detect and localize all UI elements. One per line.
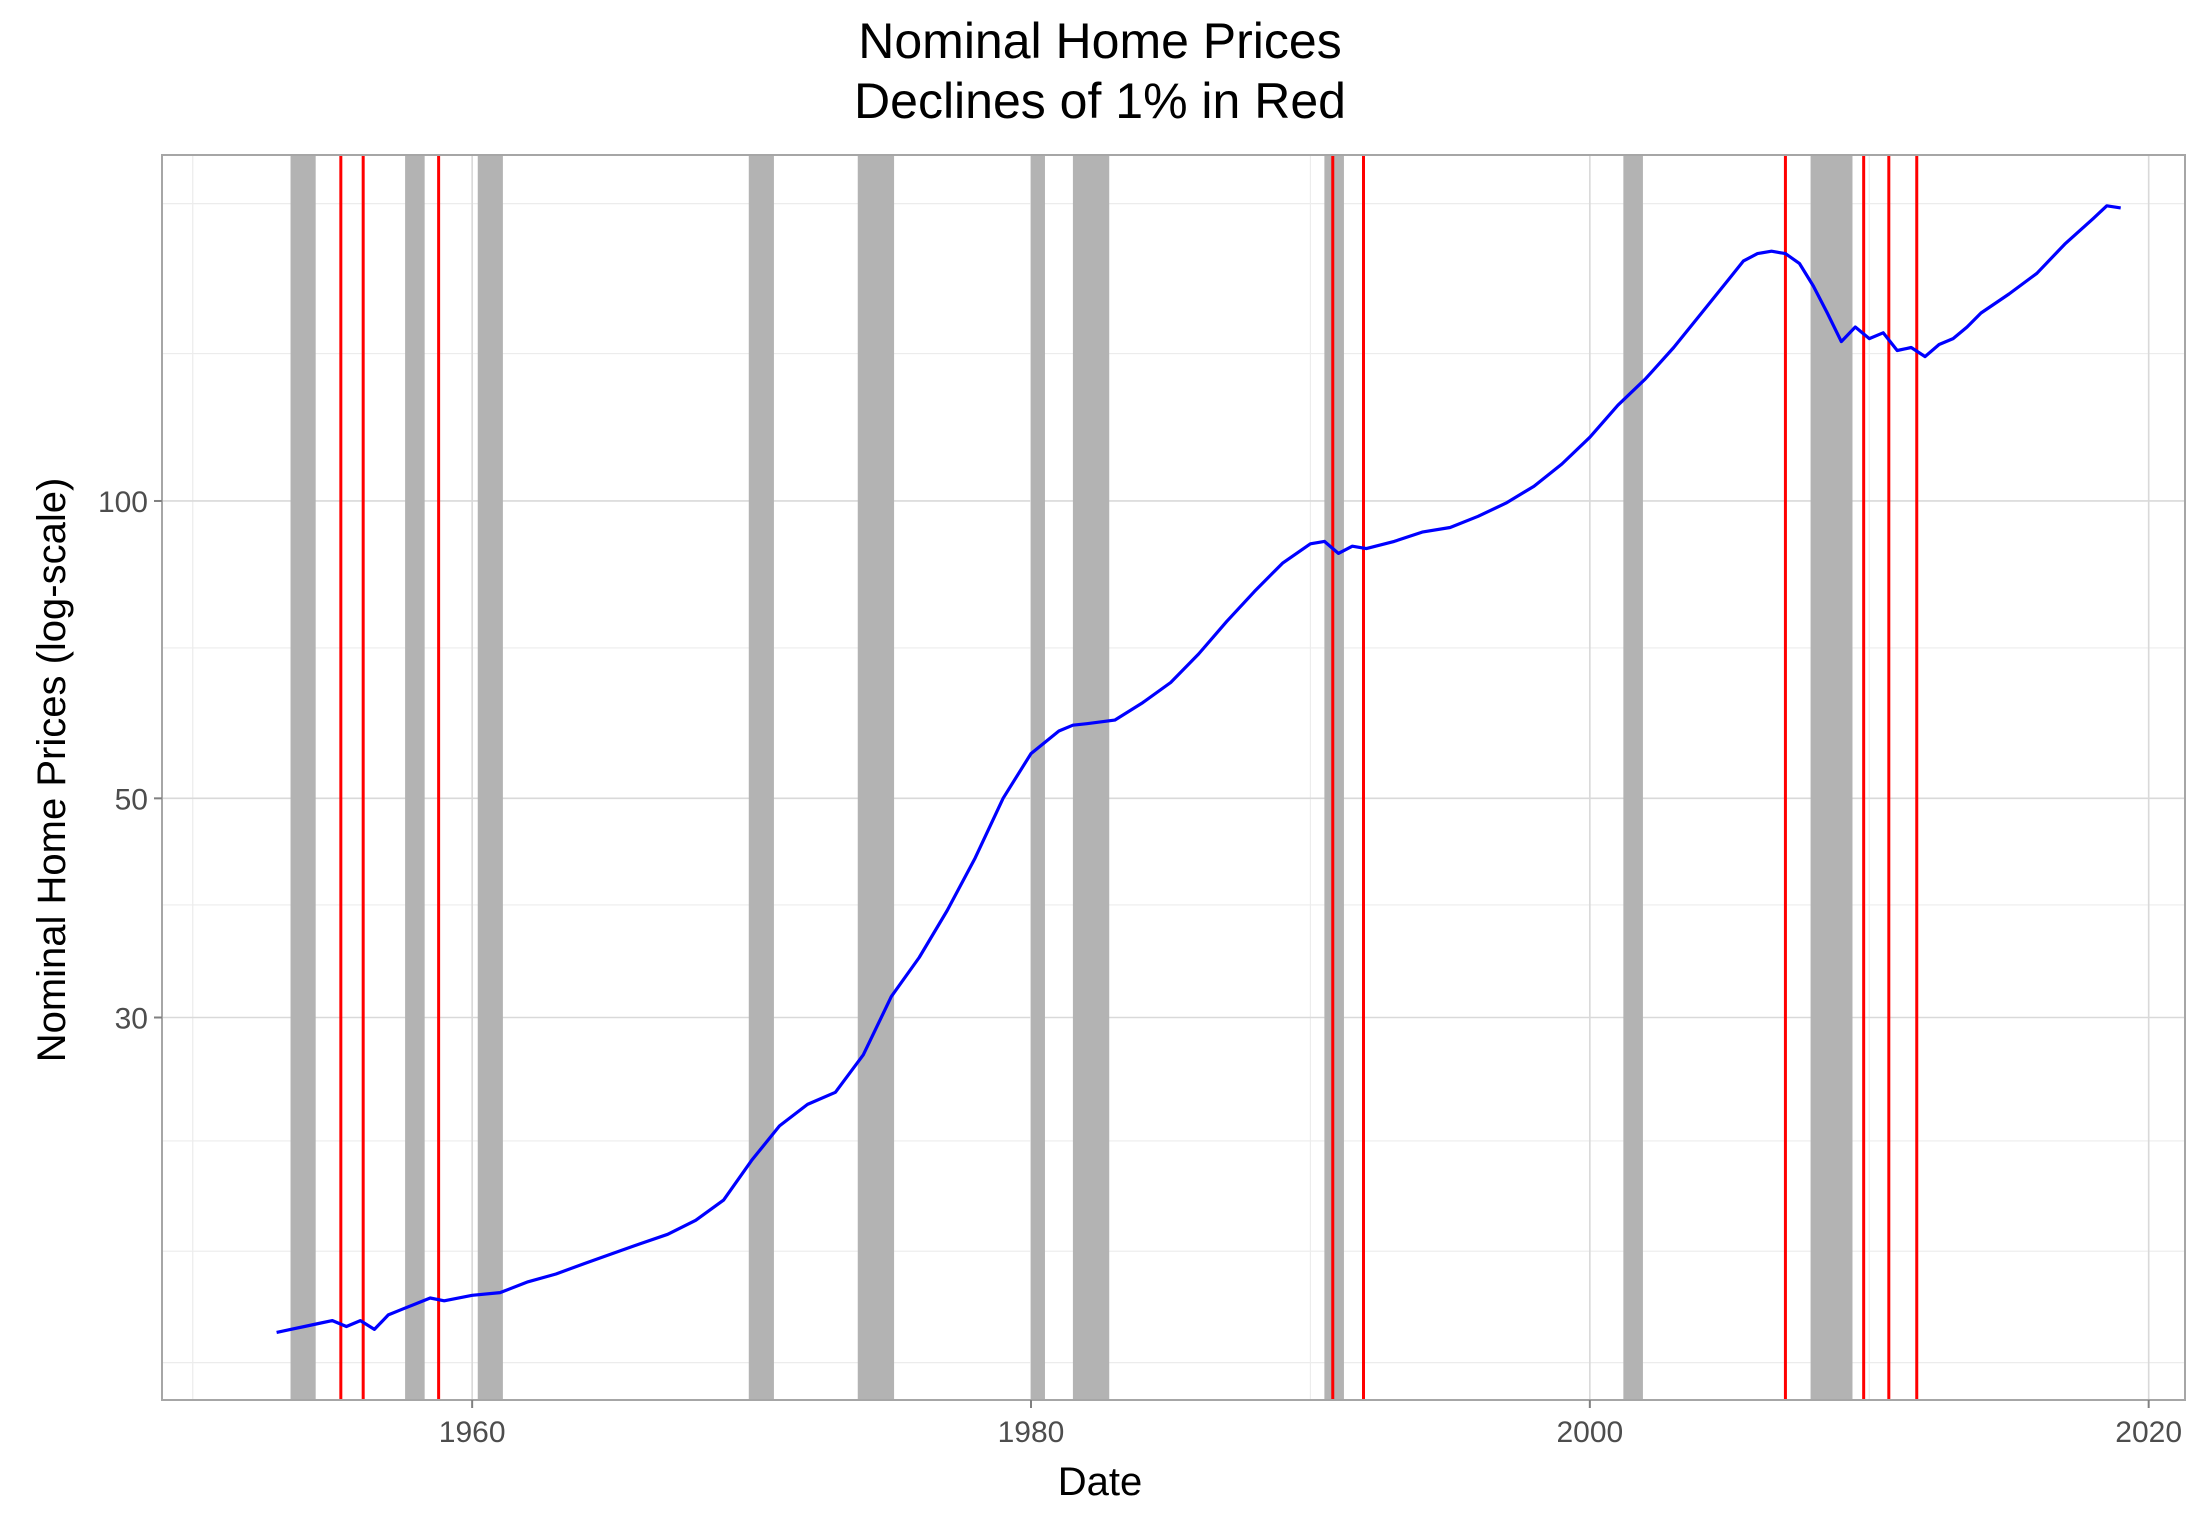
recession-band	[1030, 155, 1045, 1400]
recession-band	[1072, 155, 1110, 1400]
x-axis-ticks: 1960 1980 2000 2020	[439, 1400, 2182, 1449]
series-group	[276, 204, 2121, 1334]
recession-band	[405, 155, 425, 1400]
recession-band	[290, 155, 316, 1400]
x-axis-title: Date	[1057, 1460, 1143, 1504]
x-tick-label: 2000	[1556, 1416, 1623, 1449]
recession-band	[748, 155, 774, 1400]
minor-grid	[162, 155, 2185, 1400]
major-grid	[162, 155, 2185, 1400]
recession-band	[857, 155, 895, 1400]
decline-markers	[339, 155, 1919, 1400]
recession-band	[1623, 155, 1643, 1400]
y-axis-ticks: 30 50 100	[98, 486, 162, 1035]
y-axis-title: Nominal Home Prices (log-scale)	[30, 477, 74, 1063]
y-tick-label: 100	[98, 486, 148, 519]
y-tick-label: 30	[115, 1002, 148, 1035]
recession-bands	[290, 155, 1853, 1400]
chart-title: Nominal Home Prices	[858, 13, 1342, 69]
x-tick-label: 1960	[439, 1416, 506, 1449]
panel-border	[161, 154, 2186, 1401]
chart-subtitle: Declines of 1% in Red	[854, 73, 1346, 129]
price-line	[276, 204, 2121, 1334]
y-tick-label: 50	[115, 783, 148, 816]
x-tick-label: 2020	[2115, 1416, 2182, 1449]
recession-band	[1810, 155, 1853, 1400]
recession-band	[477, 155, 503, 1400]
x-tick-label: 1980	[998, 1416, 1065, 1449]
